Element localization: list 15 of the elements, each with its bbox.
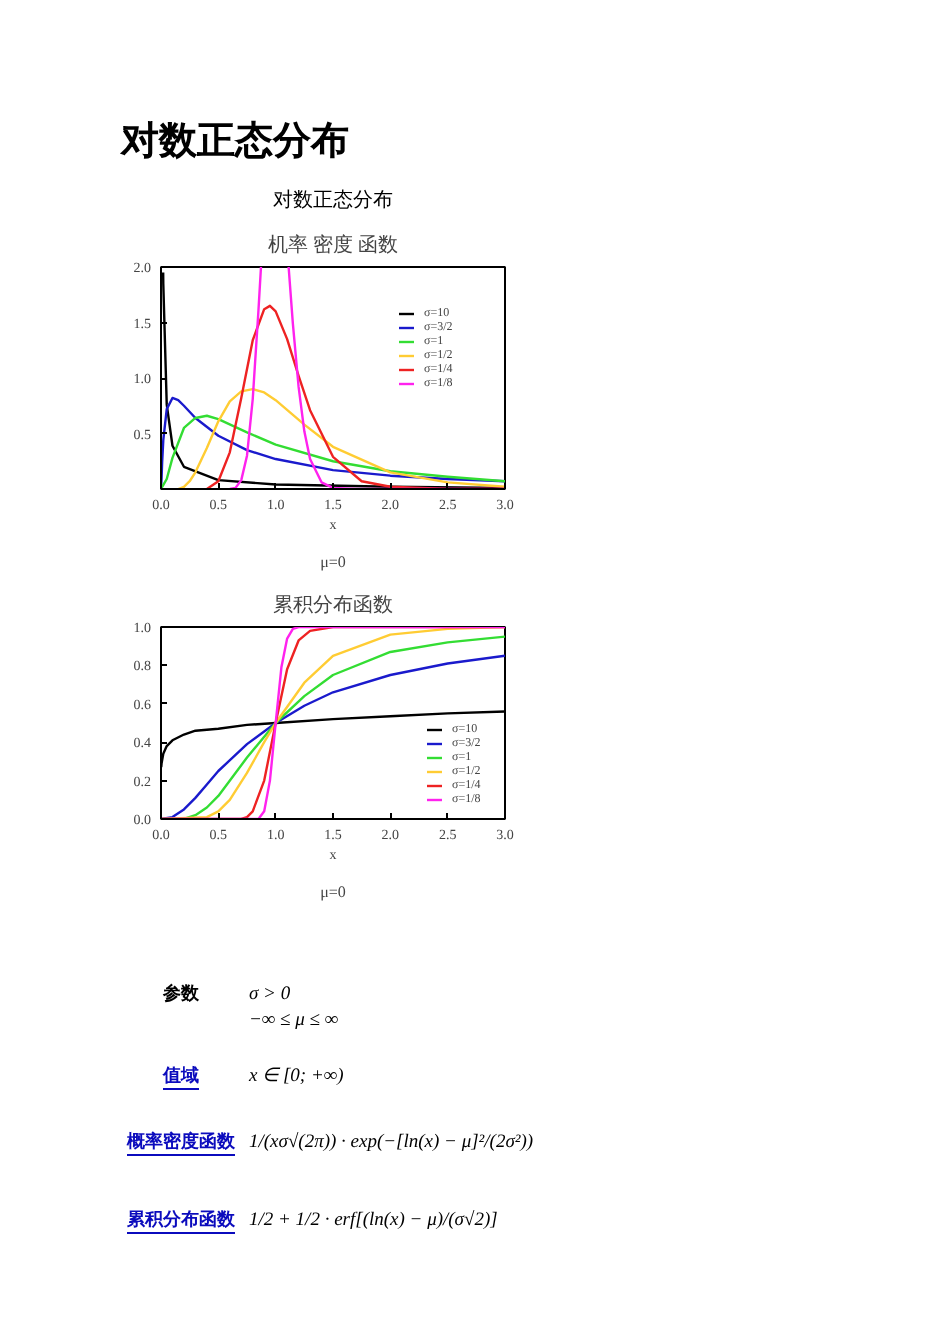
text: 参数 bbox=[161, 983, 201, 1005]
text: 概率密度函数 bbox=[125, 1131, 237, 1153]
text: −∞ ≤ μ ≤ ∞ bbox=[249, 1011, 339, 1031]
chart-title: 机率 密度 函数 bbox=[268, 233, 398, 257]
text: 对数正态分布 bbox=[119, 119, 349, 163]
text: 对数正态分布 bbox=[273, 188, 393, 212]
text: σ > 0 bbox=[249, 985, 291, 1005]
text: 值域 bbox=[161, 1065, 199, 1087]
text: 1/(xσ√(2π)) · exp(−[ln(x) − μ]²/(2σ²)) bbox=[249, 1131, 534, 1153]
text: μ=0 bbox=[320, 883, 346, 901]
text: μ=0 bbox=[320, 553, 346, 571]
text: 1/2 + 1/2 · erf[(ln(x) − μ)/(σ√2)] bbox=[249, 1209, 499, 1231]
text: x ∈ [0; +∞) bbox=[247, 1067, 344, 1087]
text: 累积分布函数 bbox=[125, 1209, 237, 1231]
chart-title: 累积分布函数 bbox=[273, 593, 393, 617]
